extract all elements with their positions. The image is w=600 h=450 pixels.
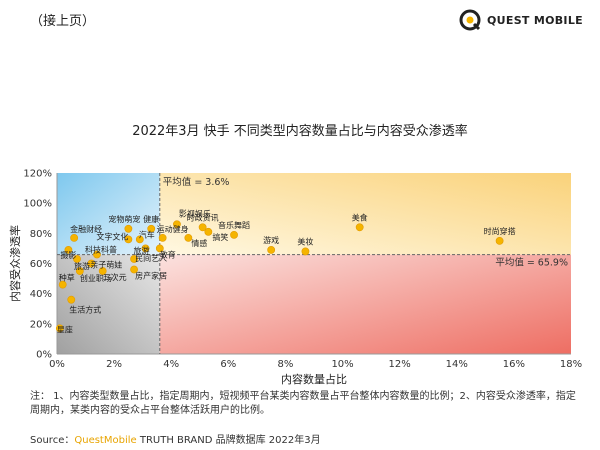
data-point <box>75 267 84 275</box>
data-label: 二次元 <box>103 272 127 282</box>
data-point <box>93 250 101 259</box>
y-tick-label: 80% <box>30 229 52 240</box>
source-rest: TRUTH BRAND 品牌数据库 2022年3月 <box>136 435 321 446</box>
source-brand: QuestMobile <box>74 435 137 446</box>
y-tick-label: 0% <box>36 350 52 361</box>
y-tick-label: 120% <box>23 169 52 180</box>
data-point <box>495 236 504 245</box>
data-point <box>204 227 213 236</box>
data-label: 情感 <box>191 238 207 248</box>
y-tick-label: 20% <box>30 319 52 330</box>
scatter-chart: 0% 2% 4% 6% 8% 10% 12% 14% 16% 18% 0% 20% 40% 60% 80% 1… <box>8 169 582 387</box>
chart-title: 2022年3月 快手 不同类型内容数量占比与内容受众渗透率 <box>132 124 468 139</box>
y-axis-title: 内容受众渗透率 <box>8 225 22 302</box>
data-label: 生活方式 <box>69 305 101 315</box>
data-label: 旅游 <box>74 261 90 271</box>
data-label: 健康 <box>143 214 159 224</box>
data-label: 搞笑 <box>212 232 228 242</box>
data-label: 摄影 <box>60 250 76 260</box>
x-tick-label: 0% <box>49 359 65 370</box>
data-label: 时尚穿搭 <box>484 226 516 236</box>
source-line: Source：QuestMobile TRUTH BRAND 品牌数据库 202… <box>30 431 321 446</box>
data-label: 音乐舞蹈 <box>218 220 250 230</box>
y-tick-label: 100% <box>23 199 52 210</box>
x-tick-label: 6% <box>220 359 236 370</box>
data-point <box>141 244 150 253</box>
continued-label: （接上页） <box>30 14 96 29</box>
data-point <box>67 295 76 304</box>
data-label: 文字文化 <box>96 231 128 241</box>
data-point <box>87 259 96 268</box>
data-point <box>130 265 138 274</box>
data-label: 美食 <box>352 212 368 222</box>
data-point <box>73 255 81 263</box>
quest-mobile-logo-icon <box>459 9 481 31</box>
data-label: 房产家居 <box>135 271 167 281</box>
data-point <box>198 223 207 232</box>
data-label: 美妆 <box>297 236 313 246</box>
quadrant-bottom-left <box>57 254 160 354</box>
x-tick-label: 10% <box>331 359 353 370</box>
data-label: 种草 <box>59 273 75 283</box>
data-label: 运动健身 <box>157 224 189 234</box>
source-prefix: Source： <box>30 435 75 446</box>
avg-x-label: 平均值 = 3.6% <box>163 176 230 188</box>
data-label: 星座 <box>57 324 73 334</box>
data-point <box>55 324 64 333</box>
data-label: 旅游 <box>134 245 150 255</box>
data-label: 汽车 <box>139 229 155 239</box>
x-tick-label: 8% <box>278 359 294 370</box>
data-label: 民间艺人 <box>135 254 167 263</box>
data-point <box>147 224 156 233</box>
x-tick-label: 2% <box>106 359 122 370</box>
data-point <box>173 220 181 229</box>
data-point <box>158 233 167 242</box>
data-label: 游戏 <box>263 235 279 245</box>
footnote: 注： 1、内容类型数量占比，指定周期内，短视频平台某类内容数量占平台整体内容数量… <box>30 391 576 416</box>
quadrant-bottom-right <box>159 254 572 354</box>
data-point <box>70 233 79 242</box>
x-tick-label: 14% <box>446 359 468 370</box>
data-point <box>184 233 193 242</box>
data-label: 创业职场 <box>80 273 112 283</box>
data-point <box>58 280 67 289</box>
data-point <box>301 247 310 256</box>
brand-logo: QUEST MOBILE <box>458 8 583 32</box>
quadrant-top-left <box>57 173 160 255</box>
y-tick-label: 60% <box>30 259 52 270</box>
data-label: 亲子萌娃 <box>90 260 122 270</box>
data-label: 宠物萌宠 <box>108 214 140 224</box>
logo-text: QUEST MOBILE <box>487 13 583 27</box>
avg-y-label: 平均值 = 65.9% <box>495 257 568 269</box>
data-point <box>155 244 164 253</box>
x-tick-label: 18% <box>560 359 582 370</box>
data-point <box>135 235 144 244</box>
x-tick-label: 16% <box>503 359 525 370</box>
data-point <box>130 255 138 263</box>
data-label: 科技科普 <box>85 244 117 254</box>
data-label: 影视娱乐 <box>179 208 211 218</box>
x-tick-label: 12% <box>389 359 411 370</box>
data-point <box>98 267 107 275</box>
data-label: 金融财经 <box>70 224 102 234</box>
y-tick-label: 40% <box>30 289 52 300</box>
data-label: 教育 <box>160 249 176 259</box>
x-tick-label: 4% <box>163 359 179 370</box>
data-point <box>64 246 73 254</box>
data-label: 时政资讯 <box>187 212 219 222</box>
x-axis-title: 内容数量占比 <box>281 372 347 386</box>
data-point <box>124 224 133 233</box>
data-point <box>355 223 364 232</box>
data-point <box>230 230 238 239</box>
data-point <box>267 246 276 254</box>
data-point <box>124 235 133 244</box>
